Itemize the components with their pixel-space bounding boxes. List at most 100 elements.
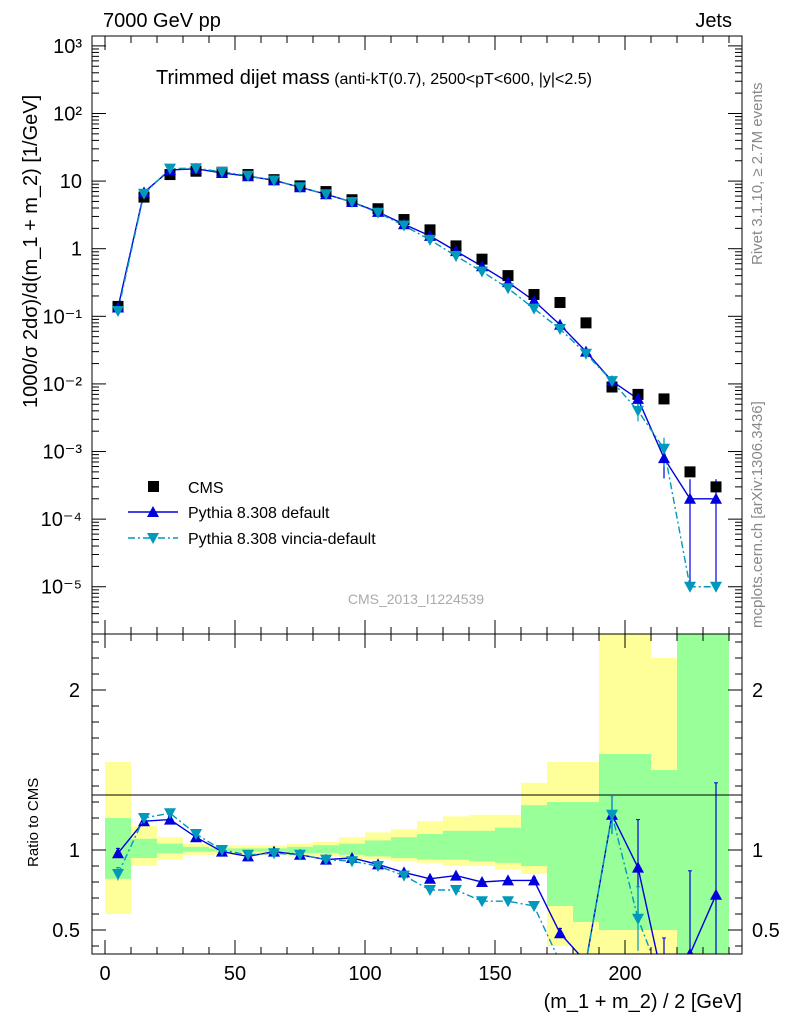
main-point-default	[528, 294, 540, 306]
ratio-y-tick-label-right: 2	[752, 680, 763, 702]
ratio-band-green	[521, 805, 547, 866]
ratio-band-green	[495, 827, 521, 863]
ratio-bands	[105, 634, 729, 954]
main-point-vincia	[580, 348, 592, 360]
ratio-y-tick-label-right: 1	[752, 840, 763, 862]
ratio-point-vincia	[112, 869, 124, 880]
main-line-vincia	[117, 167, 716, 588]
ratio-point-vincia	[632, 913, 644, 925]
main-point-vincia	[502, 283, 514, 295]
main-point-vincia	[138, 188, 150, 200]
main-point-cms	[684, 466, 696, 478]
x-axis: 0 50 100 150 200	[99, 36, 730, 985]
legend-label-cms: CMS	[188, 480, 224, 497]
ratio-band-green	[391, 837, 417, 858]
x-tick-label: 50	[224, 963, 246, 985]
ratio-point-vincia	[372, 861, 384, 872]
header-left: 7000 GeV pp	[103, 10, 221, 32]
main-title: Trimmed dijet mass (anti-kT(0.7), 2500<p…	[156, 67, 592, 89]
ratio-point-vincia	[606, 809, 618, 821]
ratio-point-vincia	[294, 849, 306, 861]
main-point-vincia	[476, 266, 488, 278]
ratio-point-vincia	[320, 854, 332, 866]
ratio-point-default	[580, 956, 592, 967]
main-point-cms	[476, 253, 488, 265]
main-point-vincia	[346, 197, 358, 209]
ratio-point-vincia	[138, 813, 150, 824]
main-point-vincia	[632, 405, 644, 417]
main-points	[112, 162, 722, 593]
main-y-tick-label: 10⁻⁴	[41, 509, 82, 531]
ratio-point-vincia	[528, 901, 540, 912]
main-point-vincia	[164, 163, 176, 175]
main-point-vincia	[606, 376, 618, 388]
ratio-point-default	[424, 872, 436, 884]
ratio-y-axis: 0.5 0.5 1 1 2 2	[52, 641, 780, 947]
ratio-band-green	[651, 770, 677, 930]
main-point-cms	[554, 297, 566, 309]
ratio-point-vincia	[502, 896, 514, 908]
main-y-tick-label: 10⁻⁵	[41, 577, 82, 599]
main-point-cms	[502, 270, 514, 282]
x-tick-label: 150	[478, 963, 511, 985]
main-y-tick-label: 1	[71, 239, 82, 261]
ratio-band-green	[573, 802, 599, 922]
main-y-tick-label: 10⁻²	[43, 374, 83, 396]
ratio-point-vincia	[268, 848, 280, 860]
ratio-point-default	[658, 980, 670, 991]
ratio-point-default	[476, 876, 488, 887]
ratio-line-default	[117, 812, 717, 954]
ratio-band-green	[365, 840, 391, 857]
main-y-label: 1000/σ 2dσ)/d(m_1 + m_2) [1/GeV]	[20, 95, 42, 408]
main-point-vincia	[294, 182, 306, 194]
main-point-vincia	[528, 303, 540, 315]
main-point-cms	[528, 289, 540, 301]
main-y-tick-label: 10⁻¹	[43, 306, 83, 328]
main-title-text: Trimmed dijet mass	[156, 67, 330, 89]
main-point-cms	[658, 393, 670, 405]
ratio-point-default	[528, 874, 540, 886]
ratio-point-default	[710, 888, 722, 900]
x-tick-label: 100	[348, 963, 381, 985]
x-tick-label: 0	[99, 963, 110, 985]
ratio-point-vincia	[164, 808, 176, 820]
main-y-tick-label: 10	[60, 171, 82, 193]
ratio-point-default	[632, 861, 644, 873]
ratio-point-vincia	[554, 957, 566, 968]
main-title-detail: (anti-kT(0.7), 2500<pT<600, |y|<2.5)	[334, 71, 592, 88]
ratio-y-tick-label: 2	[69, 680, 80, 702]
main-point-vincia	[268, 175, 280, 187]
legend-label-default: Pythia 8.308 default	[188, 505, 330, 522]
main-panel: 10⁻⁵ 10⁻⁴ 10⁻³ 10⁻² 10⁻¹ 1 10 10² 10³ Trimmed di…	[20, 35, 743, 635]
ratio-point-vincia	[476, 896, 488, 908]
main-point-vincia	[658, 443, 670, 455]
main-point-default	[658, 452, 670, 464]
main-y-tick-label: 10³	[53, 36, 82, 58]
main-point-default	[710, 492, 722, 504]
main-point-cms	[580, 317, 592, 329]
ratio-point-vincia	[242, 849, 254, 861]
ratio-y-label: Ratio to CMS	[25, 778, 42, 867]
main-point-vincia	[450, 250, 462, 262]
ratio-band-green	[131, 838, 157, 858]
ratio-band-green	[183, 846, 209, 852]
ratio-band-green	[547, 802, 573, 906]
main-y-tick-label: 10²	[53, 103, 82, 125]
ratio-band-green	[157, 843, 183, 854]
main-point-vincia	[372, 207, 384, 219]
main-point-default	[632, 392, 644, 404]
ratio-y-tick-label: 1	[69, 840, 80, 862]
x-tick-label: 200	[608, 963, 641, 985]
main-point-cms	[710, 481, 722, 493]
main-point-vincia	[710, 581, 722, 593]
x-axis-label: (m_1 + m_2) / 2 [GeV]	[544, 991, 742, 1013]
rivet-label: Rivet 3.1.10, ≥ 2.7M events	[749, 83, 766, 266]
main-point-default	[684, 492, 696, 504]
ratio-point-vincia	[216, 845, 228, 856]
legend-label-vincia: Pythia 8.308 vincia-default	[188, 531, 376, 548]
main-point-vincia	[242, 170, 254, 182]
main-y-axis: 10⁻⁵ 10⁻⁴ 10⁻³ 10⁻² 10⁻¹ 1 10 10² 10³	[41, 36, 742, 635]
mcplots-label: mcplots.cern.ch [arXiv:1306.3436]	[749, 401, 766, 628]
ratio-band-green	[339, 843, 365, 855]
